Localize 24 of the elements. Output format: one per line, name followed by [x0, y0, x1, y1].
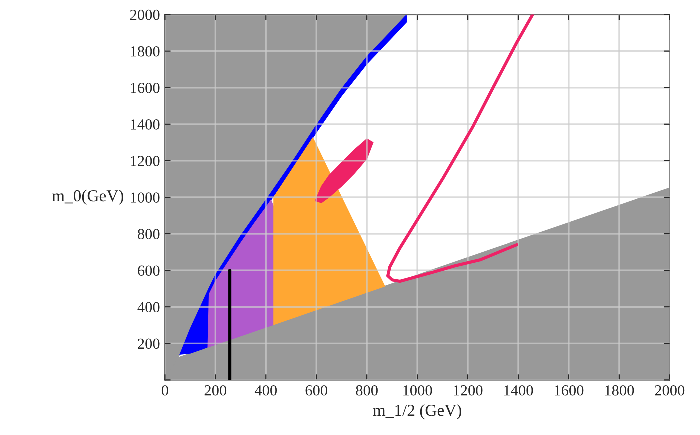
y-tick-label: 1400: [131, 120, 160, 130]
x-tick-label: 1000: [404, 385, 432, 396]
y-tick-label: 1800: [131, 46, 160, 57]
x-tick-label: 1200: [454, 385, 483, 396]
y-tick-label: 600: [138, 266, 160, 276]
y-tick-label: 1600: [131, 83, 160, 94]
y-axis-title: m_0(GeV): [52, 190, 124, 206]
x-tick-label: 1400: [504, 385, 534, 396]
y-tick-label: 400: [138, 302, 160, 313]
y-tick-label: 800: [138, 229, 160, 240]
x-tick-label: 1600: [555, 385, 584, 396]
x-tick-label: 800: [356, 385, 378, 396]
x-axis-title: m_1/2 (GeV): [373, 404, 462, 420]
y-tick-label: 1000: [131, 192, 160, 203]
x-tick-label: 1800: [605, 385, 634, 396]
x-tick-label: 0: [162, 385, 168, 396]
y-tick-label: 200: [138, 338, 160, 350]
y-tick-label: 2000: [130, 10, 160, 20]
x-tick-label: 2000: [655, 385, 685, 396]
x-tick-label: 400: [254, 385, 278, 396]
y-tick-label: 1200: [131, 156, 160, 166]
x-tick-label: 200: [204, 385, 227, 396]
x-tick-label: 600: [306, 385, 328, 396]
line-series: [386, 14, 534, 284]
